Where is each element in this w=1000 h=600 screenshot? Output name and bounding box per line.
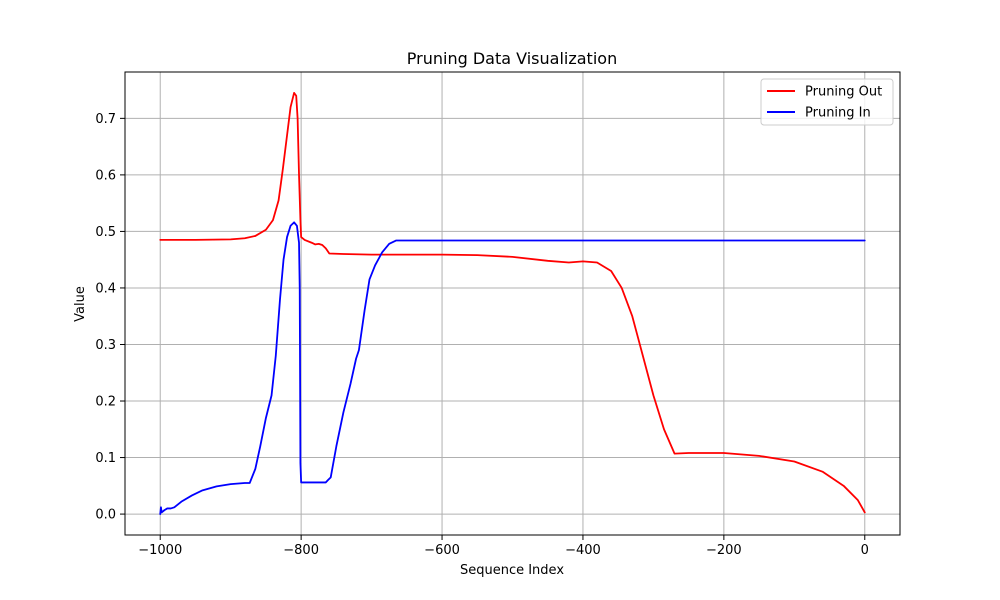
x-tick-label: −600 xyxy=(424,543,460,558)
x-tick-label: −200 xyxy=(706,543,742,558)
series-line-pruning-in xyxy=(159,221,866,515)
series-layer xyxy=(159,92,866,515)
y-tick-label: 0.4 xyxy=(95,281,116,296)
y-tick-label: 0.3 xyxy=(95,338,116,353)
x-tick-label: 0 xyxy=(861,543,869,558)
y-tick-label: 0.2 xyxy=(95,395,116,410)
legend-label-pruning-in: Pruning In xyxy=(805,106,871,121)
x-axis-label: Sequence Index xyxy=(460,563,564,578)
y-tick-label: 0.6 xyxy=(95,168,116,183)
x-tick-label: −800 xyxy=(283,543,319,558)
plot-frame xyxy=(124,71,901,536)
y-tick-label: 0.7 xyxy=(95,112,116,127)
y-tick-label: 0.5 xyxy=(95,225,116,240)
x-axis-ticks: −1000 −800 −600 −400 −200 0 xyxy=(138,535,869,558)
series-line-pruning-out xyxy=(159,92,866,514)
x-tick-label: −400 xyxy=(565,543,601,558)
legend: Pruning Out Pruning In xyxy=(760,78,894,126)
y-axis-label: Value xyxy=(73,286,88,322)
legend-label-pruning-out: Pruning Out xyxy=(805,85,882,100)
y-axis-ticks: 0.0 0.1 0.2 0.3 0.4 0.5 0.6 0.7 xyxy=(95,112,125,523)
y-tick-label: 0.0 xyxy=(95,508,116,523)
x-tick-label: −1000 xyxy=(138,543,182,558)
y-tick-label: 0.1 xyxy=(95,451,116,466)
grid xyxy=(125,72,900,535)
chart-title: Pruning Data Visualization xyxy=(407,49,617,68)
